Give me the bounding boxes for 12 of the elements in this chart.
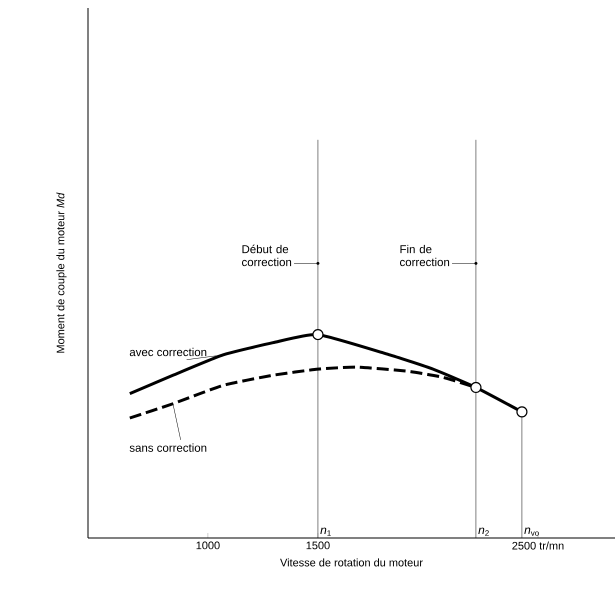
text: sans correction: [130, 443, 206, 452]
annotation: Début de correction: [242, 244, 292, 266]
y-axis-title: Moment de couple du moteur Md: [56, 192, 67, 353]
x-axis-title: Vitesse de rotation du moteur: [280, 558, 423, 566]
ref-line-label: n$_{1}$: [320, 528, 331, 536]
annotation: Fin de correction: [400, 244, 450, 266]
ref-line-label: n$_{vo}$: [524, 528, 539, 536]
x-tick-label: 1500: [306, 542, 330, 550]
series-label: avec correction: [130, 348, 206, 356]
x-tick-label: 2500 tr/mn: [512, 542, 564, 550]
x-tick-label: 1000: [196, 542, 220, 550]
ref-line-label: n$_{2}$: [478, 528, 489, 536]
